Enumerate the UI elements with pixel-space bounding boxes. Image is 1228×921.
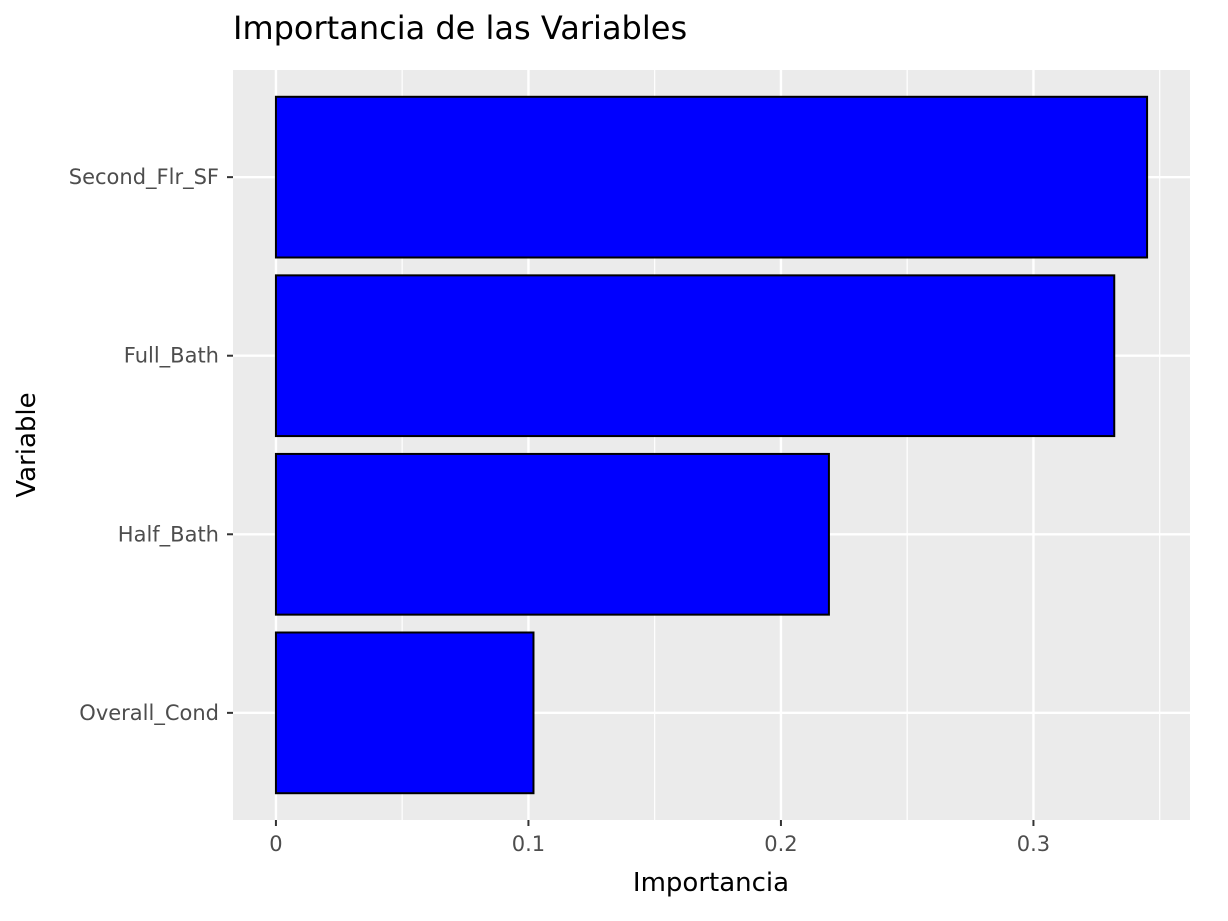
x-tick-label: 0.3: [1017, 832, 1050, 856]
chart-title: Importancia de las Variables: [233, 9, 687, 47]
x-axis-title: Importancia: [633, 868, 789, 898]
y-tick-label: Half_Bath: [118, 522, 219, 547]
bar: [274, 274, 1116, 438]
x-axis: 0 0.1 0.2 0.3: [269, 820, 1050, 856]
x-tick-label: 0.2: [764, 832, 797, 856]
x-tick-label: 0.1: [512, 832, 545, 856]
y-tick-label: Second_Flr_SF: [69, 165, 219, 190]
bar: [274, 452, 830, 616]
bars: [274, 95, 1149, 795]
y-tick-label: Overall_Cond: [79, 701, 219, 726]
bar: [274, 95, 1149, 259]
x-tick-label: 0: [269, 832, 282, 856]
y-tick-label: Full_Bath: [124, 344, 219, 369]
y-axis: Second_Flr_SF Full_Bath Half_Bath Overall_C…: [69, 165, 233, 726]
bar: [274, 631, 535, 795]
y-axis-title: Variable: [12, 392, 42, 497]
